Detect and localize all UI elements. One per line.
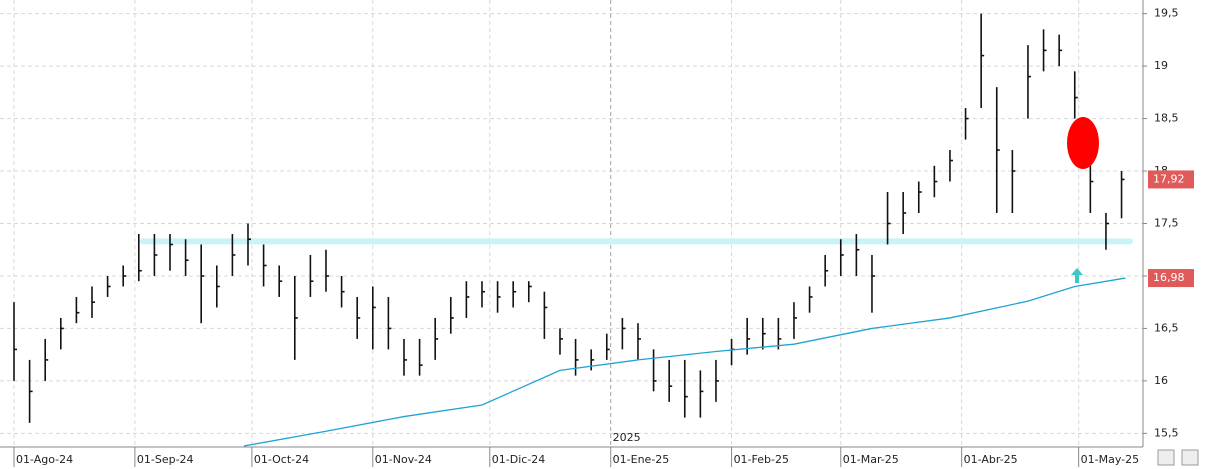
x-tick-label: 01-Oct-24 [254,453,309,466]
x-tick-label: 01-Abr-25 [964,453,1018,466]
y-tick-label: 17,5 [1154,217,1179,230]
price-tag-label: 17,92 [1153,172,1185,185]
moving-average [243,277,1126,447]
x-tick-label: 01-Ene-25 [613,453,670,466]
price-tag [1148,170,1194,189]
x-tick-label: 01-May-25 [1081,453,1139,466]
x-tick-label: 01-Sep-24 [137,453,194,466]
save-button[interactable] [1181,449,1199,466]
x-tick-label: 01-Dic-24 [492,453,546,466]
y-tick-label: 18,5 [1154,112,1179,125]
highlight-marker [1067,117,1099,169]
y-tick-label: 15,5 [1154,426,1179,439]
x-tick-label: 01-Mar-25 [843,453,899,466]
y-tick-label: 16,5 [1154,321,1179,334]
arrow-marker [1071,268,1083,283]
year-label: 2025 [613,431,641,444]
x-tick-label: 01-Nov-24 [375,453,432,466]
support-band [139,238,1134,245]
price-tag-label: 16,98 [1153,271,1185,284]
button[interactable] [1157,449,1175,466]
x-tick-label: 01-Ago-24 [16,453,73,466]
y-tick-label: 19,5 [1154,7,1179,20]
price-tag [1148,269,1194,288]
x-tick-label: 01-Feb-25 [734,453,789,466]
y-tick-label: 16 [1154,374,1168,387]
y-tick-label: 19 [1154,59,1168,72]
